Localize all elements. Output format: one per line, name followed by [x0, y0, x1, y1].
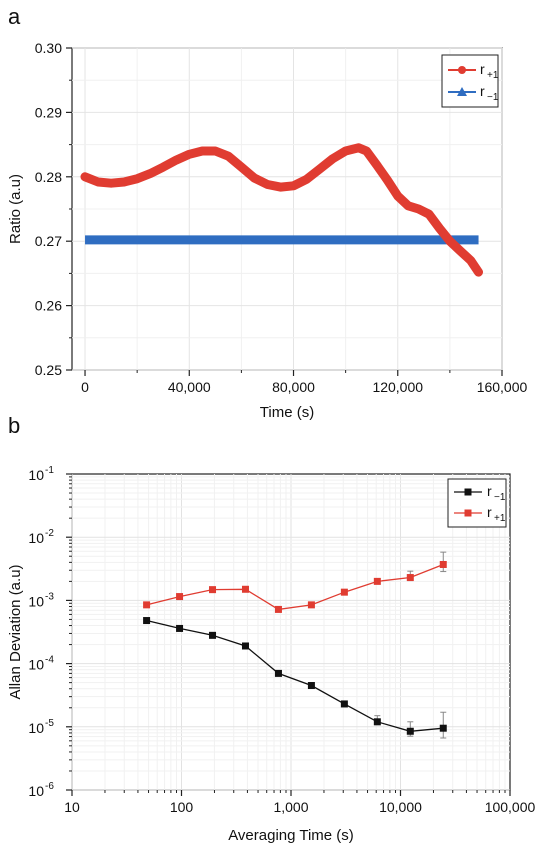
y-tick-label: 0.30 — [35, 40, 62, 56]
data-point-r-plus-1 — [241, 585, 249, 593]
panel-a-ticks: 0 40,000 80,000 120,000 160,000 0.25 0.26 0.27 0… — [35, 40, 528, 395]
y-tick-label: 10 — [28, 657, 44, 673]
data-point-r-plus-1 — [176, 593, 184, 601]
data-point-r-minus-1 — [274, 669, 282, 677]
series-r-minus-1-line — [146, 619, 444, 732]
legend-r-minus-1-marker — [457, 87, 467, 96]
y-tick-label: 0.26 — [35, 298, 62, 314]
legend-r-minus-1-label: r — [487, 483, 492, 499]
y-tick-label: 10 — [28, 593, 44, 609]
x-tick-label: 1,000 — [273, 799, 308, 815]
legend-r-plus-1-sub: +1 — [487, 70, 499, 81]
y-tick-exponent: -2 — [45, 528, 54, 539]
y-tick-label: 0.29 — [35, 104, 62, 120]
data-point-r-plus-1 — [373, 577, 381, 585]
panel-a-series — [80, 143, 483, 277]
x-tick-label: 100 — [170, 799, 194, 815]
legend-r-minus-1-marker — [464, 488, 472, 496]
panel-b-letter: b — [8, 413, 20, 438]
y-tick-label: 10 — [28, 467, 44, 483]
legend-r-minus-1-sub: −1 — [487, 92, 499, 103]
x-tick-label: 10,000 — [379, 799, 422, 815]
x-tick-label: 100,000 — [485, 799, 536, 815]
series-r-plus-1-line — [80, 143, 483, 277]
series-r-plus-1-line — [146, 563, 444, 611]
data-point-r-plus-1 — [340, 588, 348, 596]
legend-r-plus-1-label: r — [480, 61, 485, 77]
y-tick-label: 0.28 — [35, 169, 62, 185]
panel-b-x-axis-title: Averaging Time (s) — [228, 827, 354, 844]
y-tick-label: 10 — [28, 783, 44, 799]
y-tick-label: 0.25 — [35, 362, 62, 378]
data-point-r-plus-1 — [406, 574, 414, 582]
data-point-r-minus-1 — [143, 617, 151, 625]
legend-r-minus-1-label: r — [480, 83, 485, 99]
data-point-r-minus-1 — [340, 700, 348, 708]
panel-b-legend: r −1r +1 — [447, 478, 507, 528]
x-tick-label: 160,000 — [477, 379, 528, 395]
data-point-r-plus-1 — [209, 586, 217, 594]
legend-r-plus-1-marker — [458, 66, 466, 74]
y-tick-exponent: -1 — [45, 465, 54, 476]
y-tick-label: 10 — [28, 720, 44, 736]
panel-b-series — [143, 551, 447, 739]
y-tick-exponent: -3 — [45, 591, 54, 602]
x-tick-label: 40,000 — [168, 379, 211, 395]
x-tick-label: 0 — [81, 379, 89, 395]
y-tick-exponent: -6 — [45, 781, 54, 792]
x-tick-label: 10 — [64, 799, 80, 815]
legend-box — [447, 478, 507, 528]
data-point-r-plus-1 — [307, 601, 315, 609]
data-point-r-minus-1 — [176, 624, 184, 632]
panel-b-y-axis-title: Allan Deviation (a.u) — [7, 564, 24, 699]
panel-b-grid — [71, 474, 510, 791]
legend-box — [441, 54, 499, 108]
y-tick-exponent: -4 — [45, 655, 54, 666]
y-tick-label: 0.27 — [35, 233, 62, 249]
data-point-r-minus-1 — [439, 724, 447, 732]
data-point-r-minus-1 — [373, 718, 381, 726]
y-tick-label: 10 — [28, 530, 44, 546]
x-tick-label: 80,000 — [272, 379, 315, 395]
panel-a-x-axis-title: Time (s) — [260, 404, 314, 421]
data-point-r-minus-1 — [307, 682, 315, 690]
data-point-r-plus-1 — [274, 605, 282, 613]
panel-a-legend: r +1r −1 — [441, 54, 499, 108]
legend-r-minus-1-sub: −1 — [494, 492, 506, 503]
x-tick-label: 120,000 — [372, 379, 423, 395]
data-point-r-plus-1 — [143, 601, 151, 609]
panel-a-chart: 0 40,000 80,000 120,000 160,000 0.25 0.26 0.27 0… — [7, 40, 528, 421]
data-point-r-minus-1 — [209, 631, 217, 639]
data-point-r-minus-1 — [241, 642, 249, 650]
panel-a-y-axis-title: Ratio (a.u) — [7, 174, 24, 244]
legend-r-plus-1-marker — [464, 509, 472, 517]
legend-r-plus-1-label: r — [487, 504, 492, 520]
legend-r-plus-1-sub: +1 — [494, 513, 506, 524]
y-tick-exponent: -5 — [45, 718, 54, 729]
data-point-r-minus-1 — [406, 727, 414, 735]
data-point-r-plus-1 — [439, 560, 447, 568]
panel-a-letter: a — [8, 4, 21, 29]
